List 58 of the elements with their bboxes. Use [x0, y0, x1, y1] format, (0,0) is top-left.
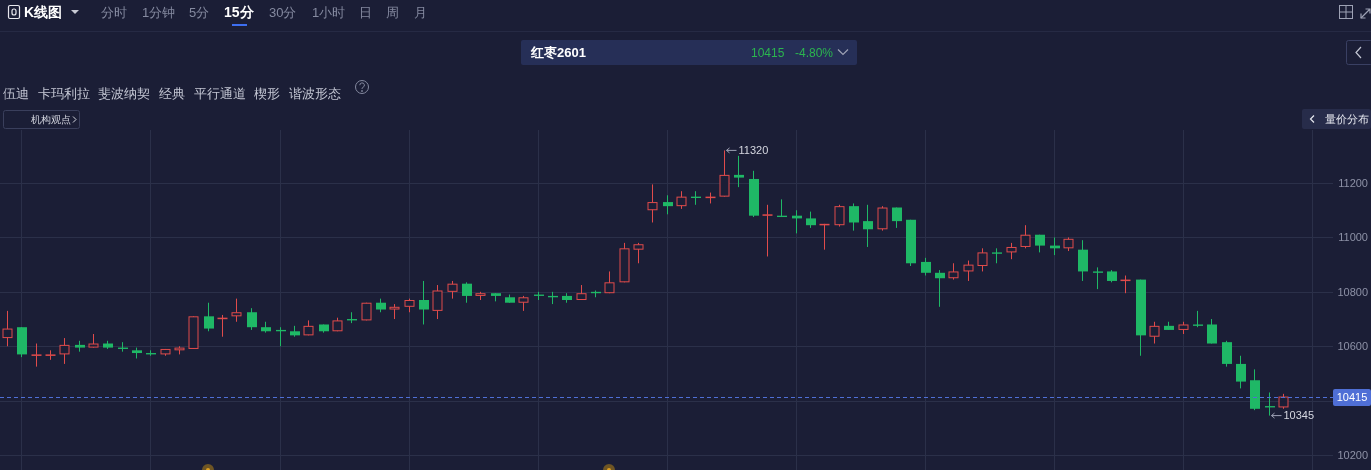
text: 伍迪 [3, 86, 29, 101]
candlestick [1236, 355, 1246, 389]
candlestick [762, 204, 773, 257]
text: 分时 [101, 5, 127, 20]
candlestick [633, 242, 644, 264]
y-tick-label: 10600 [1337, 340, 1368, 353]
candlestick [977, 247, 988, 272]
candlestick [719, 149, 730, 198]
candlestick [935, 269, 945, 308]
candlestick [863, 204, 873, 248]
text: 1分钟 [142, 5, 176, 20]
candlestick [1093, 266, 1103, 290]
text: 谐波形态 [289, 86, 341, 101]
text: 机构观点 [31, 114, 71, 125]
y-tick-label: 10800 [1337, 285, 1368, 298]
candlestick [432, 284, 443, 320]
y-tick-label: 11200 [1338, 176, 1368, 189]
candlestick [419, 280, 429, 325]
y-tick-label: 10200 [1337, 448, 1368, 461]
candlestick [31, 343, 42, 368]
text: 量价分布 [1325, 113, 1369, 125]
candlestick [1207, 318, 1217, 345]
text: 楔形 [254, 86, 280, 101]
candlestick [663, 194, 673, 215]
candlestick [204, 302, 214, 332]
text: 5分 [189, 5, 210, 20]
candlestick [834, 204, 845, 228]
text: 斐波纳契 [98, 86, 150, 101]
candlestick [247, 307, 257, 331]
text: 卡玛利拉 [38, 86, 90, 101]
annotation: 11320 [738, 144, 769, 157]
candlestick [1222, 340, 1232, 368]
text: 1小时 [312, 5, 346, 20]
candlestick [849, 202, 859, 232]
candlestick [1078, 239, 1088, 282]
candlestick [647, 183, 658, 223]
text: 10415 [751, 46, 785, 60]
annotation: 10345 [1283, 409, 1315, 422]
candlestick [59, 337, 70, 365]
candlestick [877, 205, 888, 232]
text: 日 [359, 5, 372, 20]
candlestick [734, 155, 744, 188]
y-tick-label: 11000 [1338, 231, 1368, 244]
text: 月 [414, 5, 427, 20]
text: 30分 [269, 5, 297, 20]
text: 经典 [159, 86, 185, 101]
text: -4.80% [795, 46, 834, 60]
text: 15分 [224, 4, 255, 20]
text: 平行通道 [194, 86, 246, 101]
candlestick [231, 298, 242, 323]
candlestick [462, 281, 472, 304]
candlestick [1149, 321, 1160, 345]
candlestick [1020, 224, 1031, 249]
text: 周 [386, 5, 399, 20]
ref-line-label: 10415 [1336, 391, 1368, 404]
candlestick [963, 260, 974, 282]
chart-title: 红枣2601 [530, 45, 586, 60]
text: K线图 [24, 4, 63, 20]
